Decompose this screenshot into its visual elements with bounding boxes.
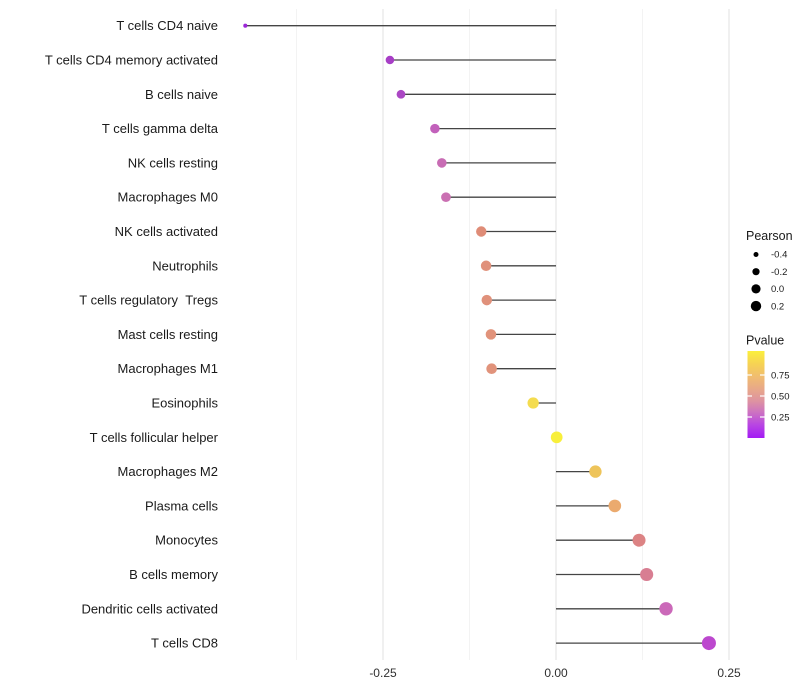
- dot-layer: [243, 23, 716, 651]
- lollipop-dot: [608, 499, 622, 513]
- y-axis-label: T cells regulatory Tregs: [79, 293, 218, 308]
- y-axis-label: B cells memory: [129, 567, 218, 582]
- lollipop-dot: [485, 329, 497, 340]
- stick-layer: [245, 25, 709, 644]
- pearson-legend-dot: [751, 284, 761, 294]
- x-axis-tick-label: 0.25: [717, 666, 741, 680]
- pearson-legend-dot: [750, 300, 762, 312]
- lollipop-dot: [480, 260, 492, 272]
- lollipop-dot: [659, 602, 673, 616]
- y-axis-label: T cells gamma delta: [102, 121, 219, 136]
- pvalue-tick-label: 0.75: [771, 371, 790, 382]
- y-axis-label: T cells CD8: [151, 636, 218, 651]
- y-axis-label: Eosinophils: [152, 396, 219, 411]
- y-axis-label: Macrophages M1: [118, 361, 218, 376]
- y-axis-label: Dendritic cells activated: [81, 601, 218, 616]
- lollipop-dot: [481, 294, 493, 306]
- y-axis-label: Plasma cells: [145, 498, 218, 513]
- lollipop-dot: [701, 636, 716, 651]
- y-axis-label: Neutrophils: [152, 258, 218, 273]
- lollipop-dot: [527, 397, 539, 409]
- lollipop-dot: [385, 55, 395, 65]
- lollipop-dot: [589, 465, 602, 478]
- lollipop-dot: [550, 431, 563, 444]
- lollipop-dot: [430, 123, 440, 134]
- x-axis-labels: -0.25 0.00 0.25: [369, 666, 741, 680]
- pvalue-tick-label: 0.50: [771, 392, 790, 403]
- pvalue-gradient-bar: [747, 351, 765, 438]
- y-axis-label: NK cells activated: [115, 224, 218, 239]
- pearson-legend-title: Pearson: [746, 229, 793, 243]
- y-axis-labels: T cells CD4 naive T cells CD4 memory acti…: [45, 18, 219, 650]
- y-axis-label: T cells CD4 memory activated: [45, 53, 218, 68]
- y-axis-label: NK cells resting: [128, 155, 218, 170]
- pearson-legend-label: -0.4: [771, 250, 787, 261]
- lollipop-dot: [486, 363, 497, 374]
- lollipop-dot: [396, 89, 406, 99]
- pearson-legend-label: 0.0: [771, 284, 784, 295]
- y-axis-label: Mast cells resting: [118, 327, 218, 342]
- y-axis-label: Macrophages M2: [118, 464, 218, 479]
- legend: Pearson -0.4 -0.2 0.0 0.2 Pvalue 0.75 0.50 0.25: [746, 229, 793, 438]
- pvalue-tick-label: 0.25: [771, 413, 790, 424]
- lollipop-dot: [640, 567, 654, 582]
- pearson-legend-label: -0.2: [771, 267, 787, 278]
- y-axis-label: T cells follicular helper: [90, 430, 219, 445]
- lollipop-dot: [476, 226, 487, 237]
- y-axis-label: Monocytes: [155, 533, 218, 548]
- x-axis-tick-label: 0.00: [544, 666, 568, 680]
- lollipop-dot: [437, 158, 447, 168]
- pvalue-legend-title: Pvalue: [746, 334, 784, 348]
- pearson-legend-label: 0.2: [771, 301, 784, 312]
- x-axis-tick-label: -0.25: [369, 666, 397, 680]
- lollipop-dot: [243, 23, 248, 28]
- y-axis-label: T cells CD4 naive: [116, 18, 218, 33]
- lollipop-dot: [632, 533, 646, 547]
- pearson-legend-dot: [753, 252, 759, 257]
- y-axis-label: B cells naive: [145, 87, 218, 102]
- y-axis-label: Macrophages M0: [118, 190, 218, 205]
- pearson-legend-dot: [752, 268, 760, 276]
- lollipop-dot: [441, 192, 451, 203]
